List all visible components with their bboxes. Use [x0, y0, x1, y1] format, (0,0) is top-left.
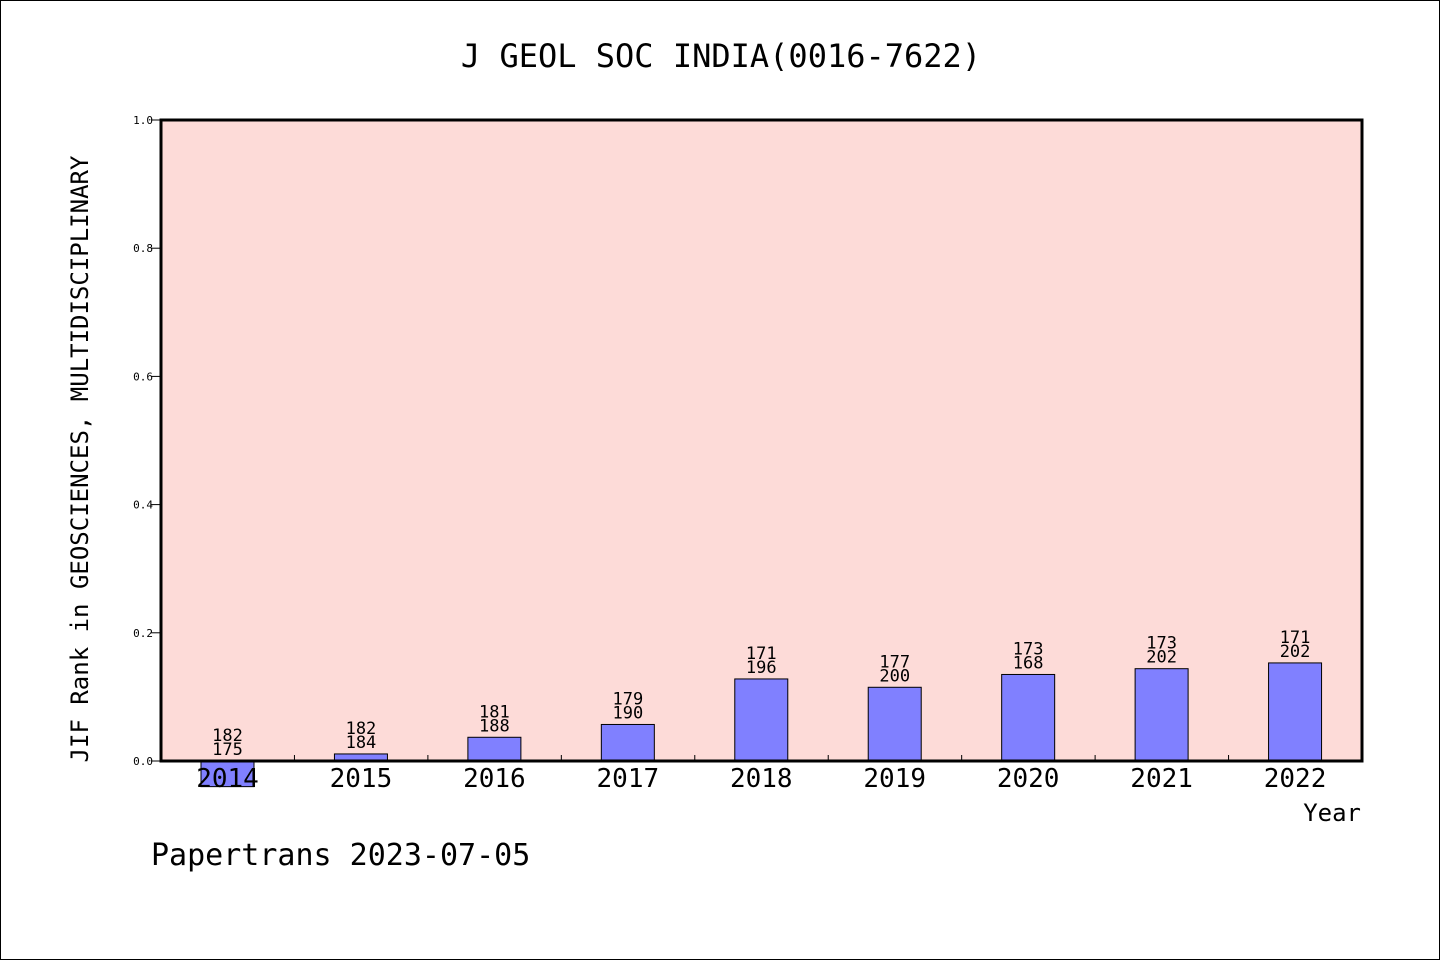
chart-title: J GEOL SOC INDIA(0016-7622) — [461, 37, 981, 75]
bar-label-bottom: 190 — [612, 703, 643, 723]
bar-label-bottom: 202 — [1280, 642, 1311, 662]
bar-label-bottom: 202 — [1146, 648, 1177, 668]
bar-2021 — [1134, 668, 1189, 762]
bar-label-bottom: 188 — [479, 716, 510, 736]
x-tick-label: 2020 — [997, 764, 1060, 794]
bar-label-top: 173 — [1013, 639, 1044, 659]
bar-label-top: 181 — [479, 702, 510, 722]
bar-2017 — [600, 723, 655, 762]
bar-label-bottom: 175 — [212, 740, 243, 760]
bar-label-top: 171 — [746, 644, 777, 664]
plot-frame — [159, 118, 1364, 763]
x-tick-label: 2014 — [196, 764, 259, 794]
x-tick-label: 2022 — [1264, 764, 1327, 794]
x-tick-label: 2018 — [730, 764, 793, 794]
x-tick-label: 2019 — [863, 764, 926, 794]
x-tick-label: 2021 — [1130, 764, 1193, 794]
bar-label-bottom: 184 — [346, 733, 377, 753]
bar-2018 — [734, 678, 789, 762]
y-tick-label: 0.2 — [133, 627, 153, 640]
bar-label-bottom: 200 — [879, 666, 910, 686]
bar-2022 — [1268, 662, 1323, 762]
y-tick-label: 1.0 — [133, 114, 153, 127]
bar-label-top: 182 — [346, 719, 377, 739]
bar-2020 — [1001, 673, 1056, 762]
y-tick-label: 0.6 — [133, 370, 153, 383]
y-axis-label: JIF Rank in GEOSCIENCES, MULTIDISCIPLINA… — [66, 155, 94, 762]
x-tick-label: 2017 — [597, 764, 660, 794]
bar-label-bottom: 196 — [746, 658, 777, 678]
y-tick-label: 0.0 — [133, 755, 153, 768]
bar-label-top: 177 — [879, 652, 910, 672]
bar-2019 — [867, 686, 922, 762]
bar-label-top: 173 — [1146, 634, 1177, 654]
plot-area — [161, 120, 1362, 761]
bar-label-top: 182 — [212, 726, 243, 746]
bar-label-bottom: 168 — [1013, 653, 1044, 673]
x-tick-label: 2015 — [330, 764, 393, 794]
bar-label-top: 171 — [1280, 628, 1311, 648]
footer-text: Papertrans 2023-07-05 — [151, 838, 530, 873]
y-tick-label: 0.4 — [133, 499, 153, 512]
x-axis-label: Year — [1303, 799, 1361, 827]
bar-label-top: 179 — [612, 689, 643, 709]
y-tick-label: 0.8 — [133, 242, 153, 255]
x-tick-label: 2016 — [463, 764, 526, 794]
bar-2016 — [467, 736, 522, 762]
